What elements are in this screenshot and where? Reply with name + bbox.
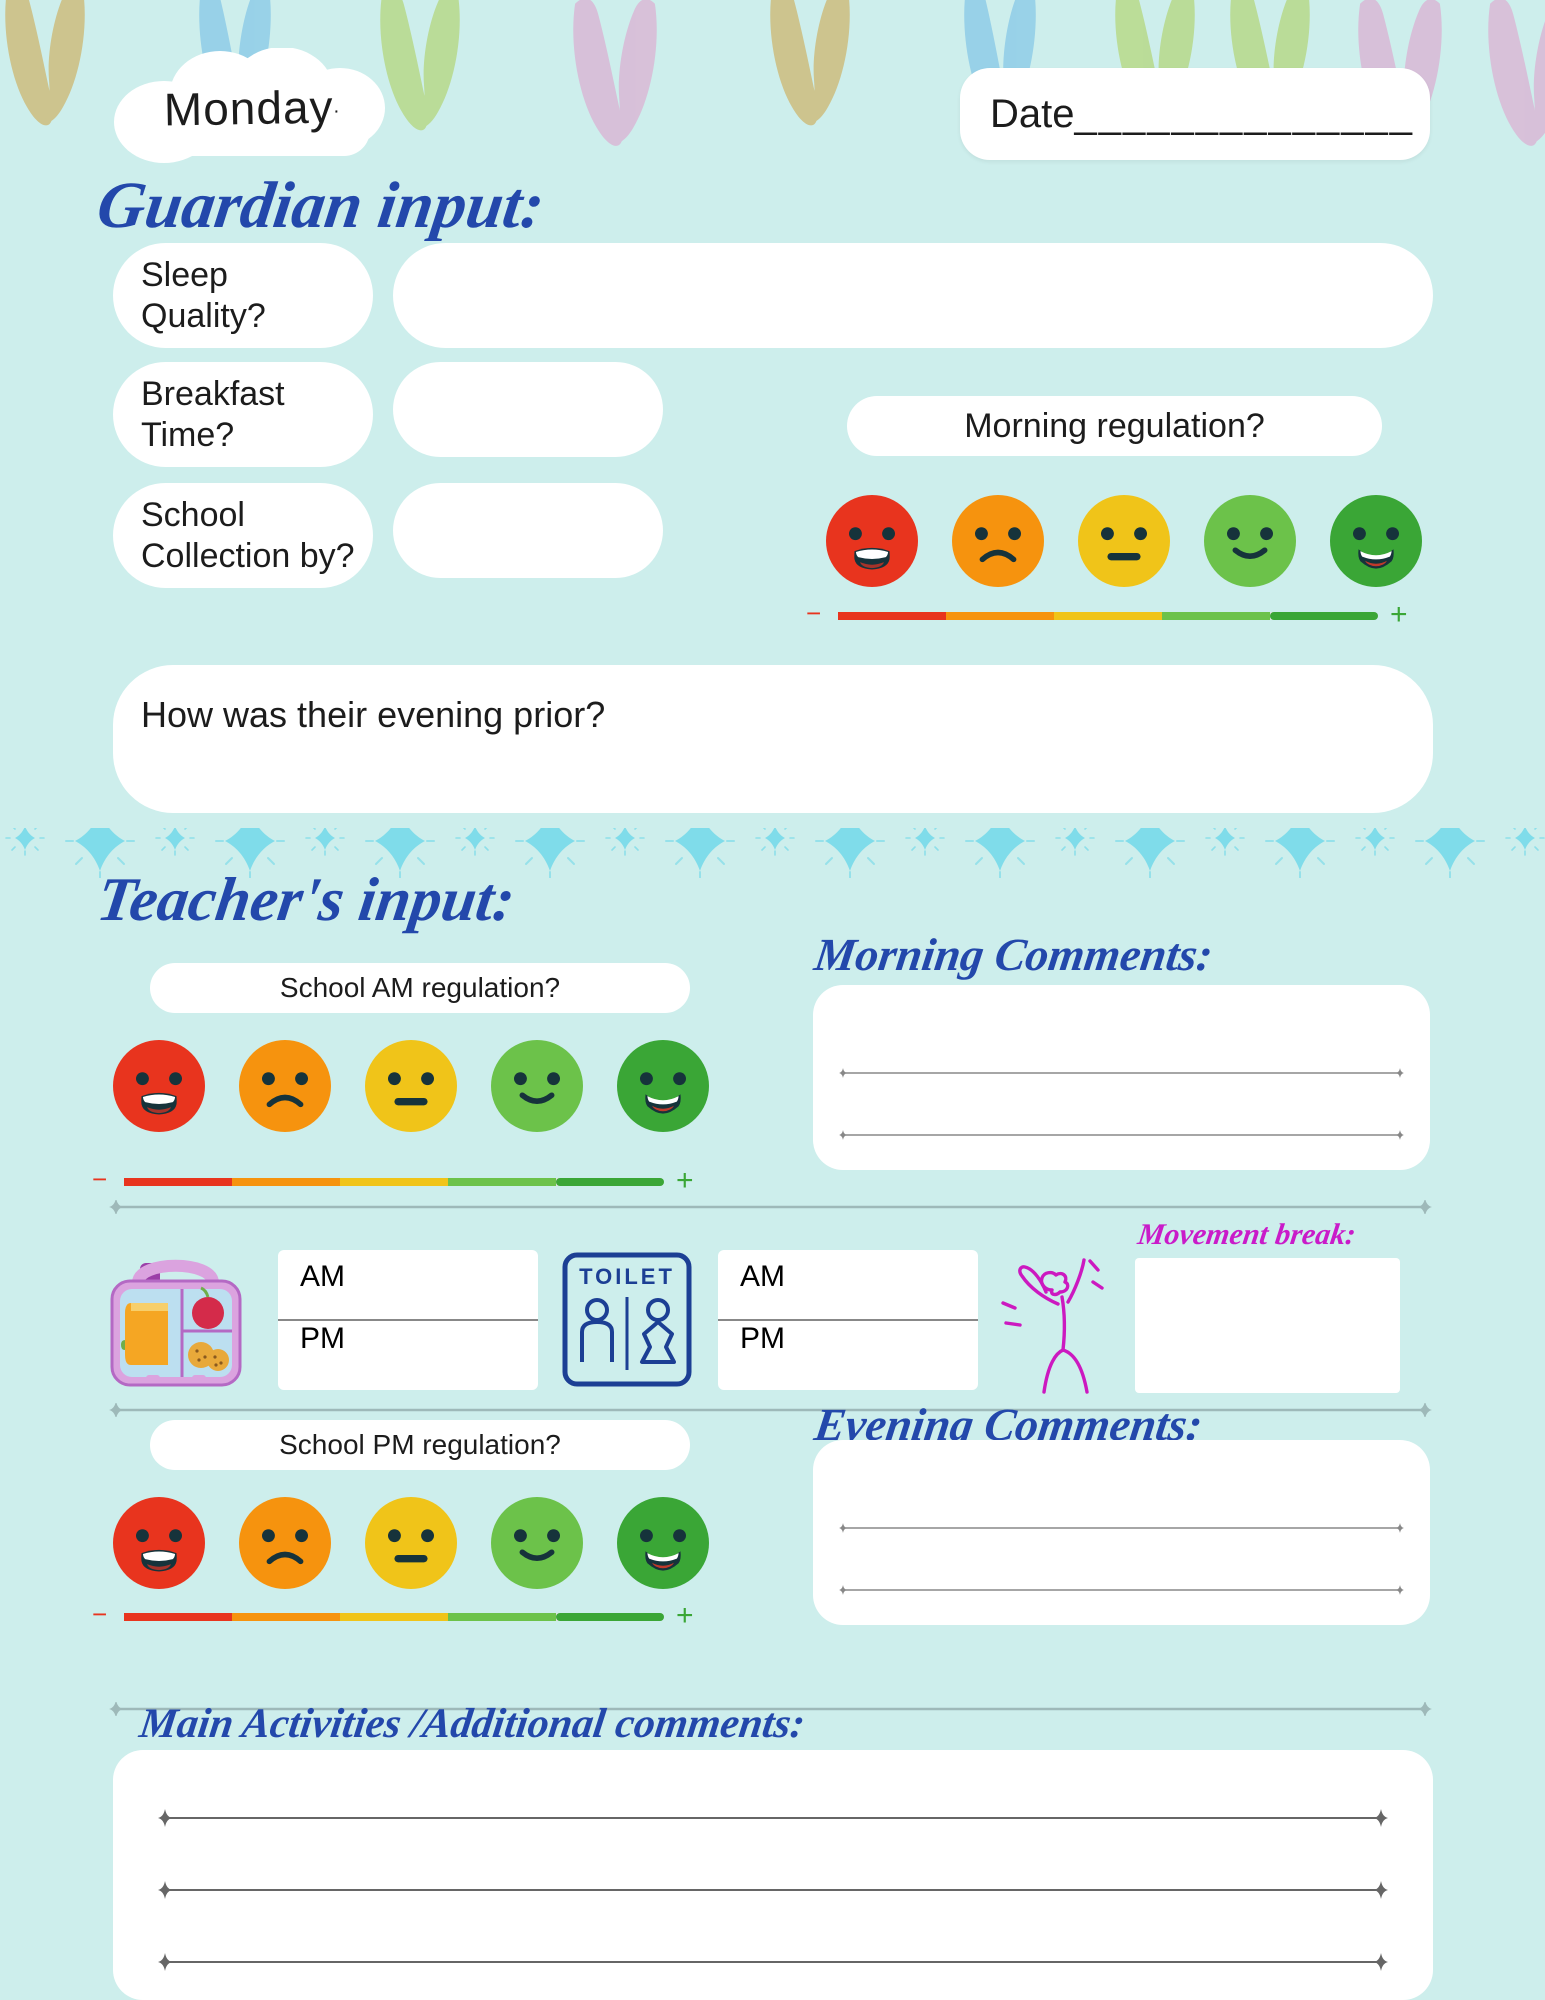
svg-text:TOILET: TOILET [579, 1264, 675, 1289]
svg-text:−: − [92, 1607, 107, 1627]
svg-text:−: − [806, 606, 821, 626]
svg-text:+: + [676, 1607, 694, 1627]
svg-text:+: + [1390, 606, 1408, 626]
svg-text:−: − [92, 1172, 107, 1192]
svg-text:+: + [676, 1172, 694, 1192]
